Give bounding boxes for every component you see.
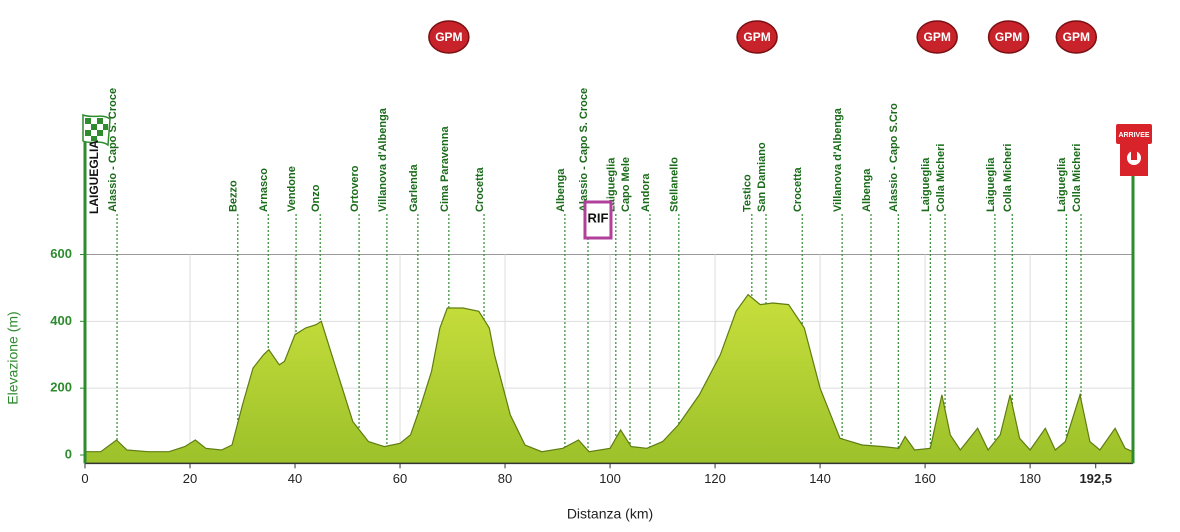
- x-tick-label: 192,5: [1079, 471, 1112, 486]
- x-tick-label: 180: [1019, 471, 1041, 486]
- rif-box: [583, 200, 613, 240]
- y-tick-label: 600: [50, 246, 72, 261]
- y-axis-title: Elevazione (m): [5, 311, 21, 404]
- place-label: Alassio - Capo S.Cro: [888, 103, 900, 212]
- places: Alassio - Capo S. Croce Bezzo Arnasco Vendo…: [107, 20, 1098, 464]
- gpm-label: GPM: [923, 30, 950, 44]
- elevation-area: [85, 294, 1133, 464]
- place-label: Andora: [640, 173, 652, 212]
- x-tick-label: 80: [498, 471, 512, 486]
- place-label: Crocetta: [792, 166, 804, 212]
- x-tick-label: 120: [704, 471, 726, 486]
- place-label: San Damiano: [756, 142, 768, 212]
- place-label: Garlenda: [408, 163, 420, 212]
- finish-label: ARRIVEE: [1118, 132, 1149, 139]
- rif-label: RIF: [587, 210, 608, 225]
- x-tick-label: 40: [288, 471, 302, 486]
- place-label: Villanova d'Albenga: [832, 107, 844, 212]
- place-label: Vendone: [286, 166, 298, 212]
- place-label: Stellanello: [669, 157, 681, 212]
- place-label: Bezzo: [228, 180, 240, 212]
- axes: 0 200 400 600 0 20 40 60 80 100 120 140 160 180 192,5: [50, 140, 1135, 486]
- gpm-badge: [1055, 20, 1098, 54]
- place-label: Capo Mele: [620, 157, 632, 212]
- gpm-badge: [987, 20, 1030, 54]
- place-label: Colla Micheri: [935, 144, 947, 212]
- x-tick-label: 140: [809, 471, 831, 486]
- place-label: Laigueglia: [920, 157, 932, 212]
- x-tick-label: 0: [81, 471, 88, 486]
- place-label: Albenga: [555, 168, 567, 212]
- gpm-badge: [916, 20, 958, 54]
- x-tick-label: 20: [183, 471, 197, 486]
- place-label: Crocetta: [474, 166, 486, 212]
- x-axis-title: Distanza (km): [567, 506, 653, 522]
- place-label: Ortovero: [349, 165, 361, 212]
- place-label: Laigueglia: [985, 157, 997, 212]
- x-tick-label: 160: [914, 471, 936, 486]
- start-flag-icon: [82, 113, 111, 147]
- gpm-badge: [736, 20, 778, 54]
- gpm-label: GPM: [743, 30, 770, 44]
- elevation-line: [85, 293, 1134, 453]
- x-tick-label: 60: [393, 471, 407, 486]
- gpm-badge: [428, 20, 470, 54]
- place-label: Onzo: [310, 184, 322, 212]
- place-label: Testico: [742, 174, 754, 212]
- place-label: Cima Paravenna: [439, 126, 451, 212]
- place-label: Alassio - Capo S. Croce: [107, 88, 119, 212]
- start-label: LAIGUEGLIA: [87, 140, 101, 214]
- y-tick-label: 400: [50, 313, 72, 328]
- place-label: Arnasco: [258, 168, 270, 212]
- place-label: Albenga: [861, 168, 873, 212]
- gpm-label: GPM: [435, 30, 462, 44]
- gpm-label: GPM: [1063, 30, 1090, 44]
- place-label: Laigueglia: [1056, 157, 1068, 212]
- place-label: Colla Micheri: [1071, 144, 1083, 212]
- gpm-label: GPM: [995, 30, 1022, 44]
- finish-icon: ARRIVEE: [1116, 124, 1152, 176]
- profile: [85, 293, 1134, 464]
- place-label: Alassio - Capo S. Croce: [578, 88, 590, 212]
- place-label: Colla Micheri: [1002, 144, 1014, 212]
- place-label: Laigueglia: [606, 157, 618, 212]
- y-tick-label: 0: [65, 446, 72, 461]
- y-tick-label: 200: [50, 380, 72, 395]
- x-tick-label: 100: [599, 471, 621, 486]
- place-label: Villanova d'Albenga: [377, 107, 389, 212]
